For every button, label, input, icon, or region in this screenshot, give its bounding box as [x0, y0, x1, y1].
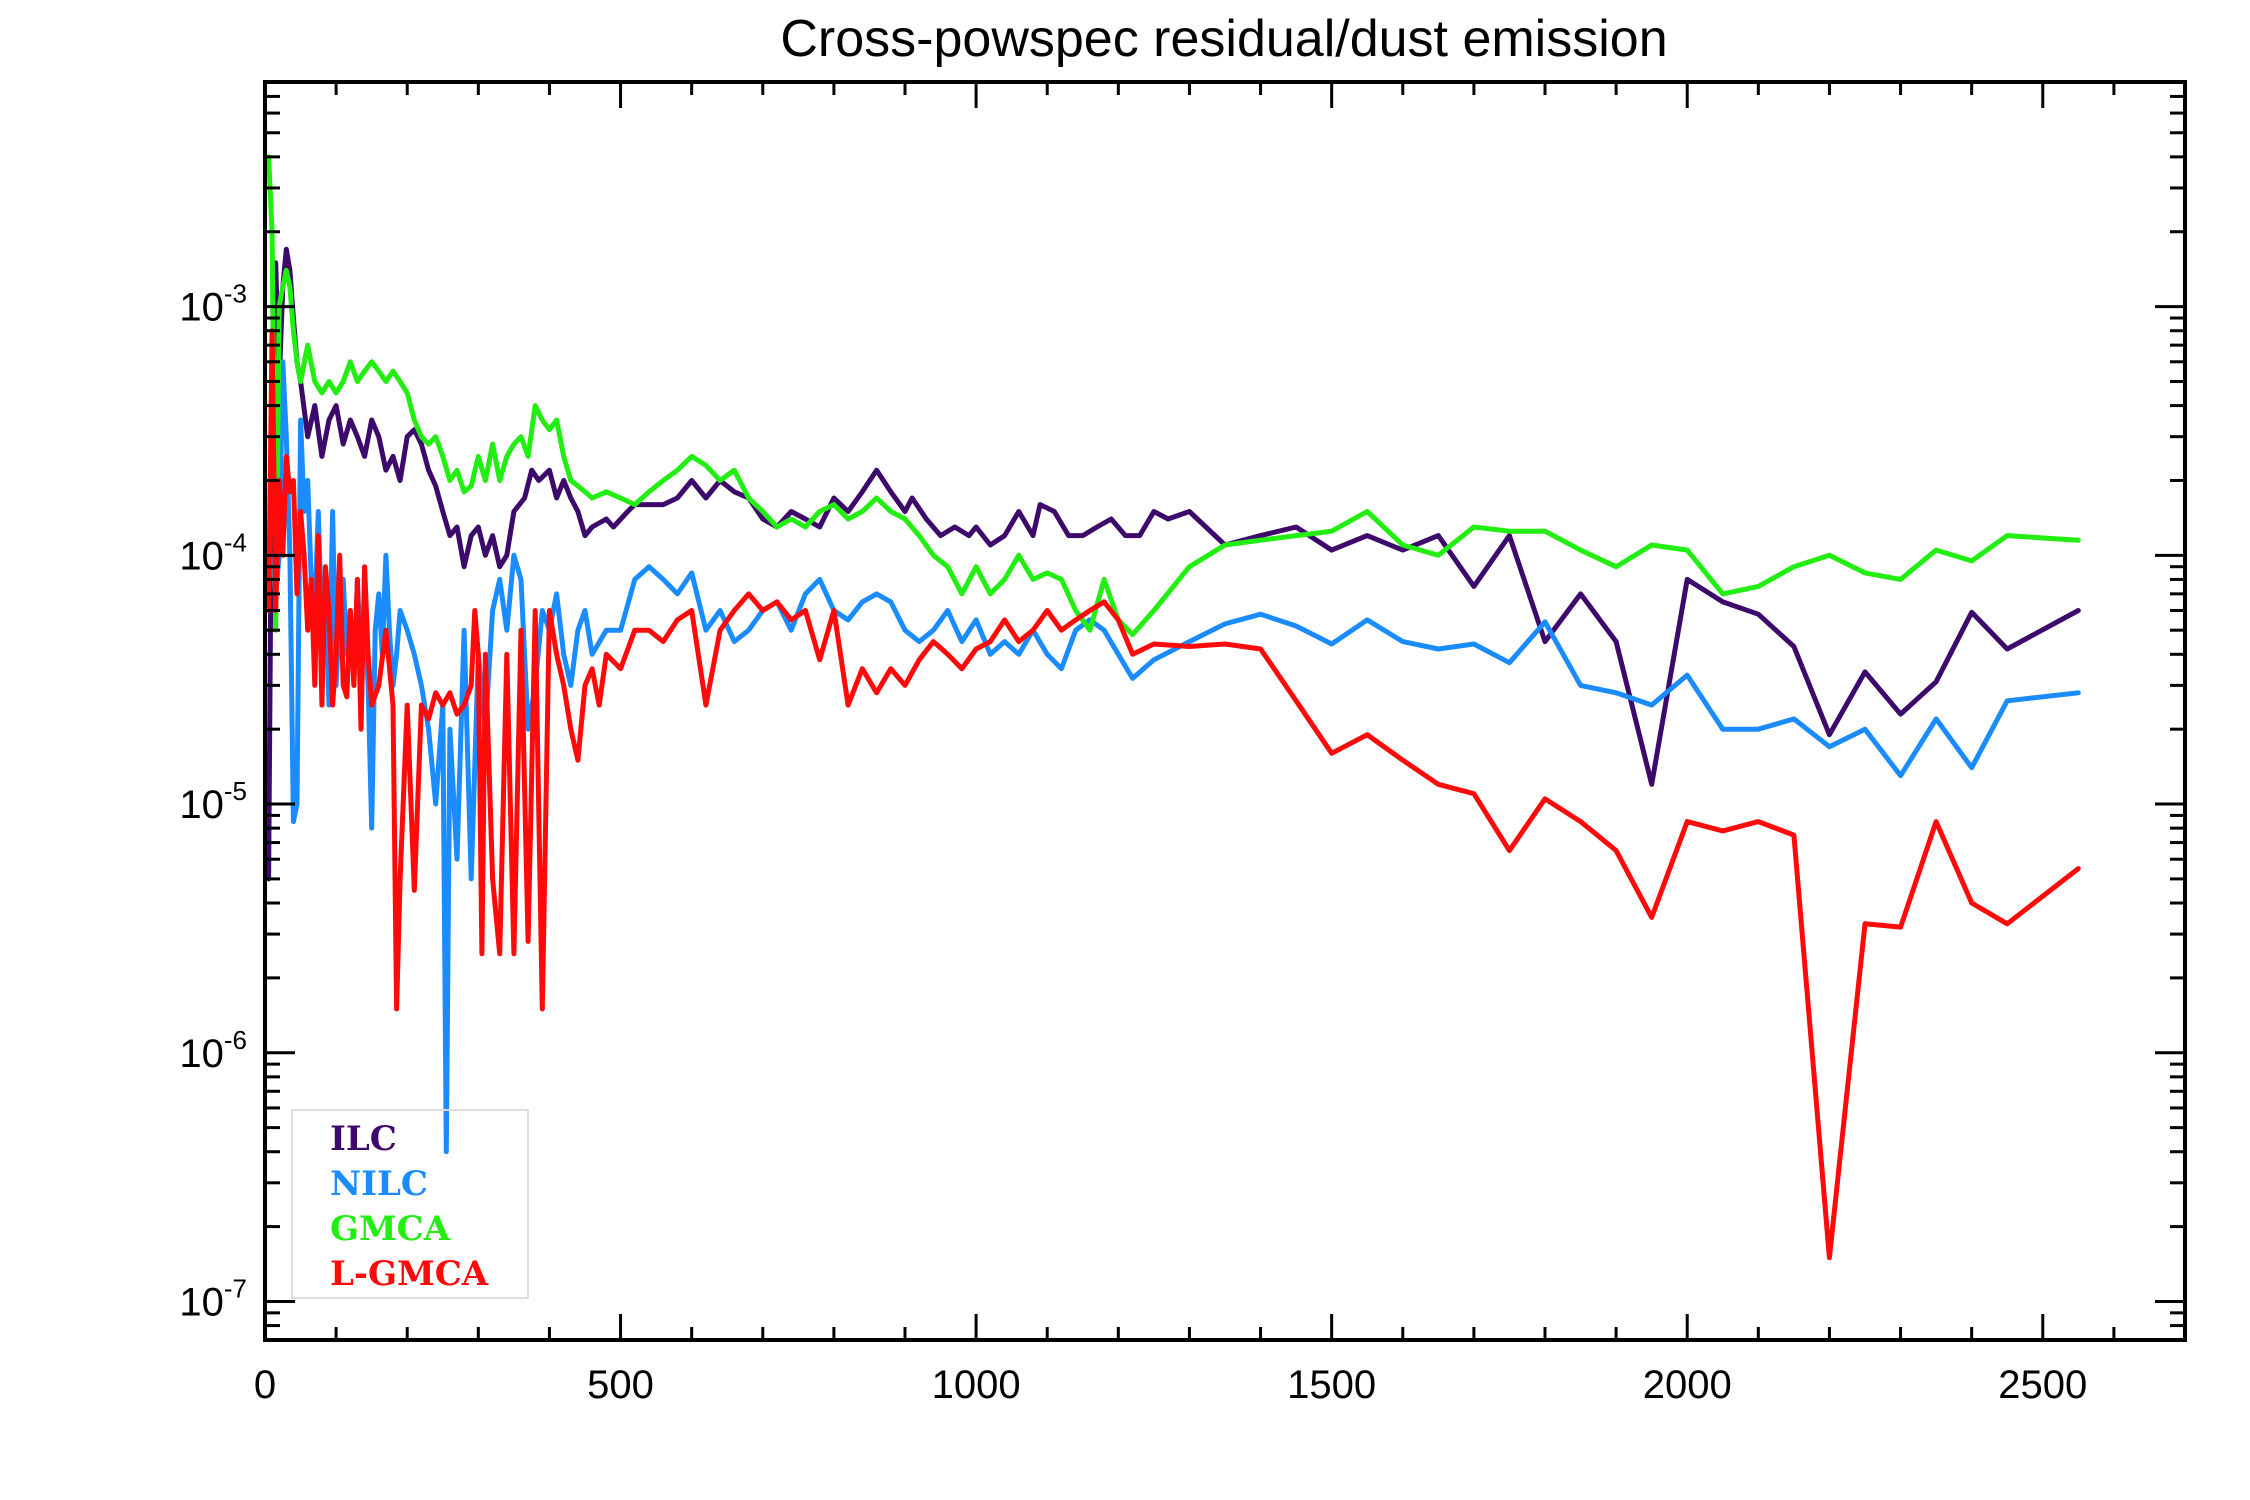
- legend-item-gmca: GMCA: [330, 1209, 451, 1249]
- series-layer: [266, 154, 2081, 1261]
- axes-layer: 0 500 1000 1500 2000 2500 10-7 10-6 10-5 10-4 10-3: [179, 80, 2187, 1407]
- x-tick-label: 1500: [1287, 1363, 1376, 1407]
- y-tick-label: 10-7: [179, 1273, 247, 1324]
- x-tick-label: 2000: [1643, 1363, 1732, 1407]
- x-tick-label: 1000: [932, 1363, 1021, 1407]
- legend: ILC NILC GMCA L-GMCA: [291, 1109, 529, 1299]
- legend-box: [291, 1109, 529, 1299]
- y-tick-label: 10-5: [179, 776, 247, 827]
- y-tick-label: 10-3: [179, 279, 247, 330]
- chart-title: Cross-powspec residual/dust emission: [780, 10, 1667, 68]
- legend-item-ilc: ILC: [330, 1119, 397, 1159]
- plot-frame: [263, 80, 2187, 1342]
- y-tick-label: 10-4: [179, 527, 247, 578]
- x-tick-label: 2500: [1998, 1363, 2087, 1407]
- x-tick-label: 0: [254, 1363, 276, 1407]
- legend-item-nilc: NILC: [330, 1164, 428, 1204]
- series-line-gmca: [266, 154, 2081, 638]
- series-line-l-gmca: [266, 328, 2081, 1261]
- series-line-ilc: [266, 246, 2081, 882]
- series-line-nilc: [266, 359, 2081, 1155]
- legend-item-l-gmca: L-GMCA: [330, 1254, 489, 1294]
- x-tick-label: 500: [587, 1363, 654, 1407]
- y-tick-label: 10-6: [179, 1025, 247, 1076]
